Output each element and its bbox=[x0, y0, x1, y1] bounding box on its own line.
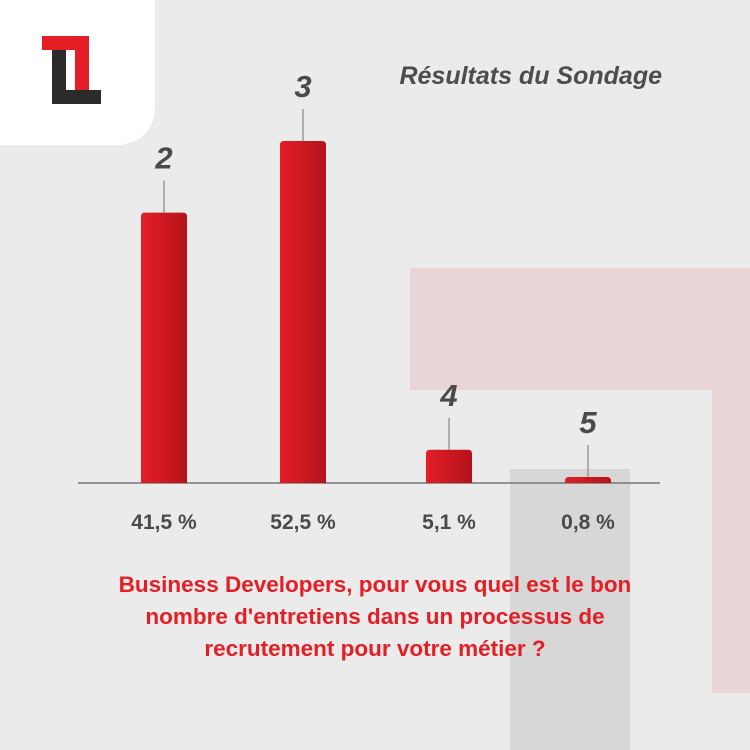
value-label: 41,5 % bbox=[131, 511, 197, 534]
bg-pink-bar-horizontal bbox=[410, 268, 750, 390]
bg-gray-bar-vertical bbox=[510, 469, 630, 750]
category-label: 2 bbox=[154, 141, 172, 176]
chart-title: Résultats du Sondage bbox=[399, 62, 662, 90]
question-line-1: Business Developers, pour vous quel est … bbox=[118, 572, 632, 597]
tl-logo-icon bbox=[42, 36, 101, 104]
bar-3 bbox=[280, 141, 326, 483]
bar-2 bbox=[141, 212, 187, 483]
question-line-2: nombre d'entretiens dans un processus de bbox=[145, 604, 605, 629]
survey-question: Business Developers, pour vous quel est … bbox=[60, 569, 690, 665]
category-label: 4 bbox=[439, 378, 457, 413]
category-label: 5 bbox=[579, 405, 597, 440]
question-line-3: recrutement pour votre métier ? bbox=[204, 636, 546, 661]
bar-4 bbox=[426, 449, 472, 483]
value-label: 5,1 % bbox=[422, 511, 476, 534]
bg-pink-bar-vertical bbox=[712, 268, 750, 693]
value-label: 52,5 % bbox=[270, 511, 336, 534]
logo-card bbox=[0, 0, 155, 145]
bar-5 bbox=[565, 477, 611, 483]
category-label: 3 bbox=[294, 69, 311, 104]
value-label: 0,8 % bbox=[561, 511, 615, 534]
